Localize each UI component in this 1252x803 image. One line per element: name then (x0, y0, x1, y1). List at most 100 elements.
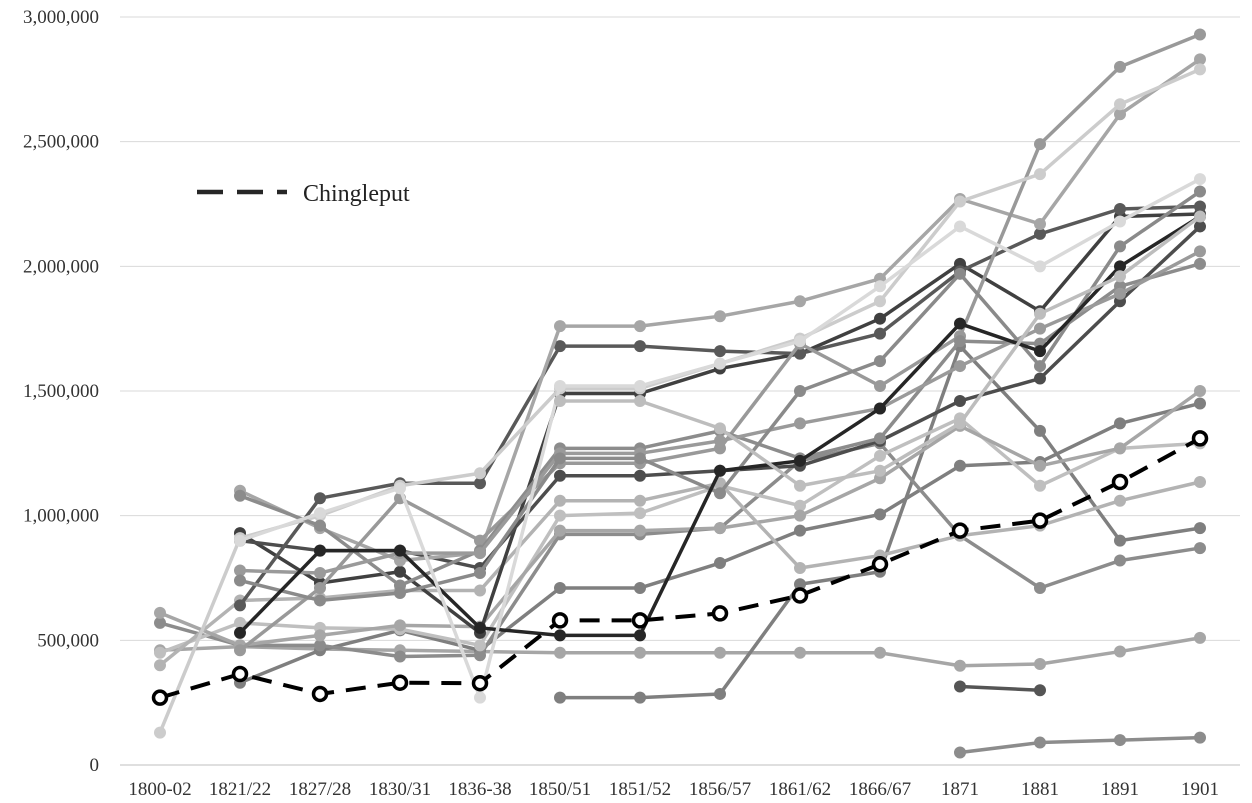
data-point (311, 685, 329, 703)
data-point (154, 646, 166, 659)
data-point (554, 691, 566, 704)
data-point (954, 267, 966, 280)
data-point (954, 659, 966, 672)
data-point (1194, 257, 1206, 270)
data-point (1114, 734, 1126, 747)
y-tick-label: 3,000,000 (23, 7, 99, 28)
data-point (394, 482, 406, 495)
data-point (714, 357, 726, 370)
series-line-21 (554, 210, 1206, 492)
series-polyline (158, 389, 1202, 648)
data-point (794, 562, 806, 575)
data-point (551, 612, 569, 629)
data-point (1034, 227, 1046, 240)
x-tick-label: 1827/28 (289, 779, 351, 800)
data-point (1114, 554, 1126, 567)
data-point (1194, 245, 1206, 258)
x-tick-label: 1850/51 (529, 779, 591, 800)
data-point (394, 619, 406, 632)
data-point (794, 454, 806, 467)
data-point (1114, 98, 1126, 111)
data-point (794, 347, 806, 360)
data-point (1114, 60, 1126, 73)
data-point (1194, 385, 1206, 397)
data-point (1034, 360, 1046, 373)
data-point (634, 581, 646, 594)
data-point (714, 557, 726, 570)
data-point (874, 402, 886, 415)
data-point (1034, 479, 1046, 492)
data-point (1114, 260, 1126, 273)
series-polyline (158, 441, 1202, 659)
data-point (634, 691, 646, 704)
data-point (1034, 322, 1046, 335)
data-point (154, 726, 166, 739)
data-point (714, 310, 726, 323)
data-point (634, 320, 646, 333)
data-point (631, 612, 649, 629)
data-point (1194, 173, 1206, 186)
series-polyline (158, 480, 1202, 668)
data-point (874, 449, 886, 462)
x-tick-label: 1830/31 (369, 779, 431, 800)
data-point (1114, 215, 1126, 228)
data-point (1034, 736, 1046, 749)
data-point (474, 584, 486, 597)
data-point (794, 499, 806, 512)
data-point (874, 432, 886, 445)
data-point (1194, 476, 1206, 489)
data-point (1194, 210, 1206, 223)
series-line-2 (954, 731, 1206, 759)
data-point (1034, 307, 1046, 320)
series-line-19 (234, 210, 1206, 642)
data-point (634, 380, 646, 393)
data-point (234, 616, 246, 629)
data-point (314, 519, 326, 532)
legend-label: Chingleput (303, 181, 410, 207)
data-point (554, 494, 566, 507)
data-point (874, 355, 886, 368)
series-line-8 (154, 385, 1206, 652)
data-point (1034, 345, 1046, 358)
data-point (1034, 138, 1046, 151)
data-point (474, 567, 486, 580)
data-point (874, 508, 886, 521)
x-tick-label: 1881 (1021, 779, 1059, 800)
data-point (554, 509, 566, 522)
data-point (234, 534, 246, 547)
data-point (554, 646, 566, 659)
data-point (954, 360, 966, 373)
data-point (314, 507, 326, 520)
data-point (474, 649, 486, 662)
data-point (474, 691, 486, 704)
y-tick-label: 1,000,000 (23, 506, 99, 527)
data-point (1114, 534, 1126, 547)
data-point (634, 394, 646, 407)
data-point (954, 317, 966, 330)
data-point (794, 385, 806, 397)
data-point (1194, 731, 1206, 744)
data-point (954, 335, 966, 348)
data-point (391, 674, 409, 691)
data-point (234, 564, 246, 577)
data-point (554, 629, 566, 642)
data-point (314, 567, 326, 580)
data-point (714, 434, 726, 447)
data-point (634, 340, 646, 353)
data-point (1194, 185, 1206, 198)
data-point (714, 464, 726, 477)
data-point (474, 621, 486, 634)
data-point (474, 534, 486, 547)
data-point (1034, 217, 1046, 230)
data-point (394, 650, 406, 663)
data-point (1194, 397, 1206, 410)
data-point (714, 646, 726, 659)
data-point (554, 524, 566, 537)
data-point (154, 659, 166, 672)
data-point (794, 509, 806, 522)
data-point (794, 335, 806, 348)
data-point (151, 689, 169, 706)
data-point (314, 492, 326, 505)
data-point (1191, 430, 1209, 447)
